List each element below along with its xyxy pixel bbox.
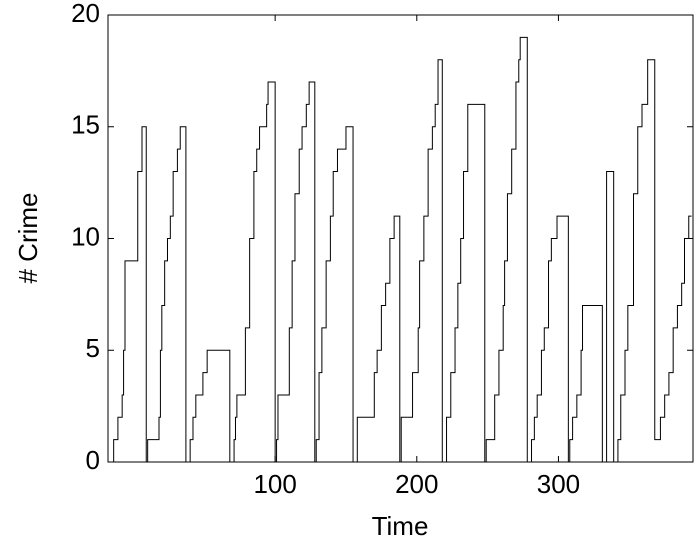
y-tick-label: 10 bbox=[71, 221, 100, 251]
x-axis-label: Time bbox=[372, 511, 429, 541]
x-tick-label: 300 bbox=[537, 469, 580, 499]
y-tick-label: 0 bbox=[86, 445, 100, 475]
y-tick-label: 5 bbox=[86, 333, 100, 363]
data-line bbox=[110, 36, 692, 463]
y-tick-label: 15 bbox=[71, 110, 100, 140]
y-tick-label: 20 bbox=[71, 0, 100, 28]
y-axis-label: # Crime bbox=[13, 192, 43, 283]
x-tick-label: 100 bbox=[253, 469, 296, 499]
x-tick-label: 200 bbox=[395, 469, 438, 499]
